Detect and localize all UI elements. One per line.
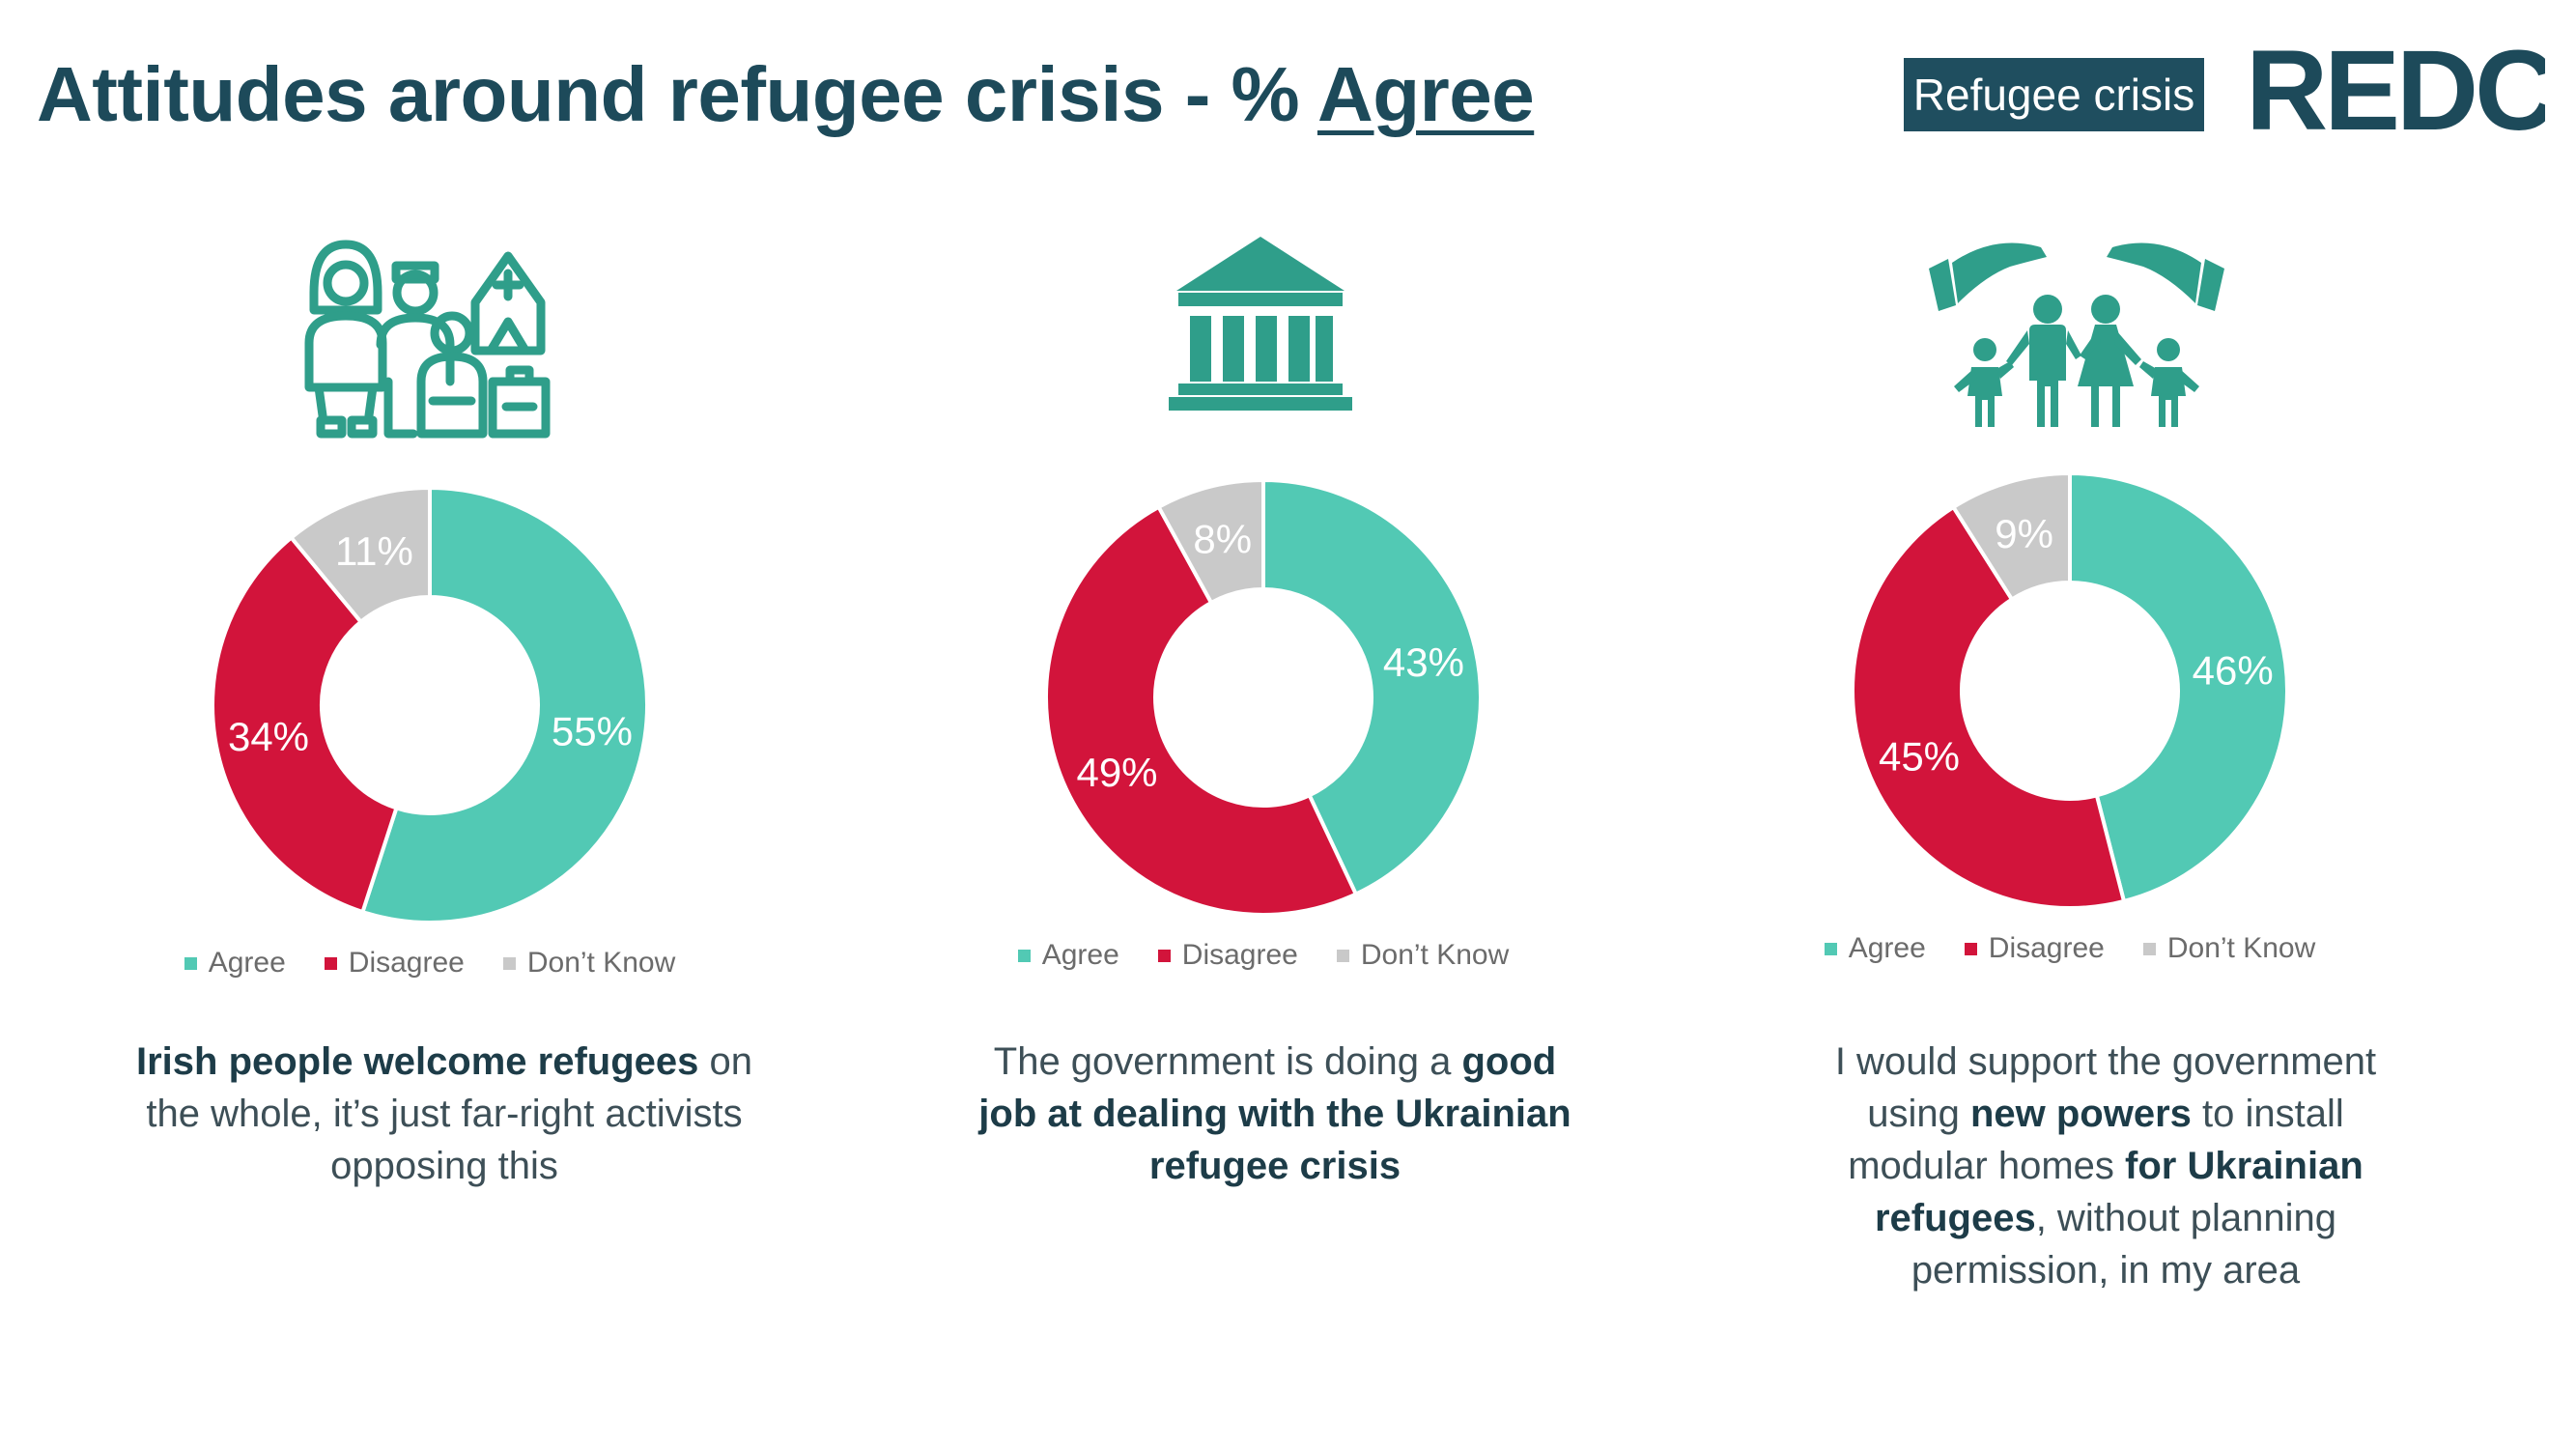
legend-label: Don’t Know [526,947,676,979]
legend-swatch [502,956,516,970]
data-label-disagree: 45% [1879,734,1960,780]
legend-swatch [1336,949,1349,962]
legend-swatch [1964,942,1977,955]
legend-item-agree: Agree [184,947,286,980]
title-prefix: Attitudes around refugee crisis - % [37,51,1317,137]
legend-1: Agree Disagree Don’t Know [140,942,720,984]
legend-swatch [1157,949,1171,962]
slice-agree [359,485,649,924]
statement-text: new powers [1969,1093,2192,1135]
statement-text: The government is doing a [993,1040,1462,1083]
topic-tag: Refugee crisis [1904,58,2204,131]
legend-label: Disagree [348,947,465,979]
slice-dont-know [1155,477,1265,606]
statement-text: for Ukrainian refugees [1874,1145,2364,1239]
title-emphasis: Agree [1316,51,1535,137]
legend-item-disagree: Disagree [1964,932,2105,965]
legend-swatch [1017,949,1031,962]
slice-agree [1261,477,1483,897]
statement-3: I would support the government using new… [1797,1036,2415,1296]
government-building-icon [1169,237,1352,411]
page-title: Attitudes around refugee crisis - % Agre… [37,50,1535,139]
data-label-agree: 55% [552,709,633,754]
legend-2: Agree Disagree Don’t Know [974,934,1553,977]
slice-disagree [211,534,399,915]
legend-swatch [1824,942,1837,955]
statement-text: I would support the government using [1834,1040,2377,1135]
legend-3: Agree Disagree Don’t Know [1780,927,2360,970]
slice-dont-know [1950,470,2072,603]
statement-2: The government is doing a good job at de… [966,1036,1584,1192]
legend-label: Don’t Know [2166,932,2316,964]
data-label-agree: 43% [1383,639,1464,685]
legend-item-dont-know: Don’t Know [502,947,676,980]
legend-swatch [324,956,337,970]
legend-item-agree: Agree [1017,939,1119,972]
legend-label: Disagree [1988,932,2105,964]
data-label-dont-know: 9% [1995,511,2053,556]
statement-text: Irish people welcome refugees [135,1040,699,1083]
legend-label: Agree [208,947,286,979]
donut-chart-3: 46% 45% 9% [1851,470,2289,910]
legend-item-agree: Agree [1824,932,1926,965]
legend-item-disagree: Disagree [1157,939,1298,972]
legend-label: Disagree [1181,939,1298,971]
logo-text: REDC [2246,39,2545,141]
statement-text: good job at dealing with the Ukrainian r… [978,1040,1571,1187]
statement-text: to install modular homes [1848,1093,2344,1187]
data-label-agree: 46% [2193,648,2274,694]
refugee-family-icon [304,240,551,439]
slice-disagree [1851,504,2127,910]
statement-1: Irish people welcome refugees on the who… [135,1036,753,1192]
statement-text: on the whole, it’s just far-right activi… [146,1040,753,1187]
slice-disagree [1044,504,1359,917]
data-label-dont-know: 8% [1193,516,1252,561]
slice-agree [2068,470,2289,904]
statement-text: , without planning permission, in my are… [1911,1197,2337,1292]
legend-swatch [184,956,197,970]
donut-chart-1: 55% 34% 11% [211,485,649,924]
legend-label: Don’t Know [1360,939,1510,971]
data-label-disagree: 49% [1076,750,1157,795]
legend-item-disagree: Disagree [324,947,465,980]
data-label-dont-know: 11% [335,528,413,574]
data-label-disagree: 34% [228,714,309,759]
protected-family-icon [1929,242,2224,427]
legend-swatch [2142,942,2156,955]
donut-chart-2: 43% 49% 8% [1044,477,1483,917]
legend-label: Agree [1041,939,1119,971]
slice-dont-know [288,485,432,625]
legend-item-dont-know: Don’t Know [2142,932,2316,965]
legend-item-dont-know: Don’t Know [1336,939,1510,972]
redc-logo: REDC [2246,39,2545,141]
legend-label: Agree [1848,932,1926,964]
